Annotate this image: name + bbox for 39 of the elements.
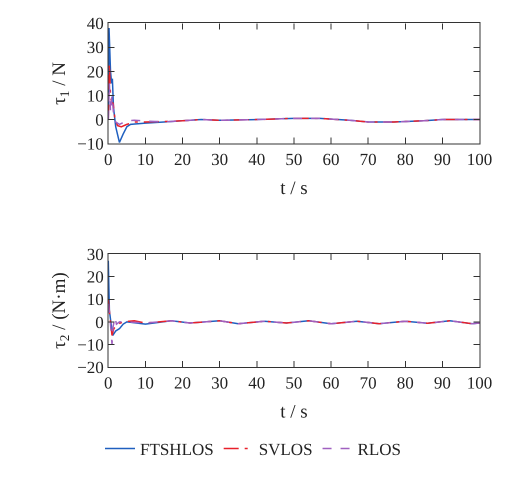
y-tick-label: 30 <box>86 38 104 58</box>
y-tick-label: 10 <box>86 290 104 310</box>
y-tick-label: −10 <box>77 134 104 154</box>
x-tick-label: 100 <box>466 150 492 170</box>
x-tick-label: 70 <box>360 374 377 393</box>
y-tick-label: 20 <box>86 62 104 82</box>
x-tick-label: 30 <box>211 374 228 393</box>
legend-label: RLOS <box>358 440 402 460</box>
x-tick-label: 60 <box>322 374 340 393</box>
x-tick-label: 80 <box>396 150 414 170</box>
y-tick-label: 40 <box>86 14 104 34</box>
x-tick-label: 30 <box>211 150 228 170</box>
line-series <box>108 82 480 126</box>
x-tick-label: 100 <box>466 374 492 393</box>
y-tick-label: 0 <box>95 312 104 332</box>
y-tick-label: −20 <box>77 358 104 378</box>
x-axis-title: t / s <box>280 401 308 422</box>
y-tick-label: 20 <box>86 268 104 287</box>
x-tick-label: 90 <box>434 150 451 170</box>
y-tick-label: 10 <box>86 86 104 106</box>
x-tick-label: 10 <box>136 374 154 393</box>
x-tick-label: 10 <box>136 150 154 170</box>
x-tick-label: 90 <box>434 374 451 393</box>
x-tick-label: 20 <box>174 374 192 393</box>
line-series <box>108 303 480 346</box>
x-tick-label: 70 <box>360 150 377 170</box>
y-tick-label: 0 <box>95 110 104 130</box>
y-tick-label: −10 <box>77 335 104 354</box>
x-tick-label: 50 <box>285 150 302 170</box>
x-tick-label: 40 <box>248 150 266 170</box>
x-axis-title: t / s <box>280 178 308 199</box>
x-tick-label: 40 <box>248 374 266 393</box>
x-tick-label: 20 <box>174 150 192 170</box>
legend-label: FTSHLOS <box>140 440 214 460</box>
x-tick-label: 50 <box>285 374 302 393</box>
legend-label: SVLOS <box>258 440 313 460</box>
y-tick-label: 30 <box>86 244 104 264</box>
x-tick-label: 80 <box>396 374 414 393</box>
x-tick-label: 60 <box>322 150 340 170</box>
